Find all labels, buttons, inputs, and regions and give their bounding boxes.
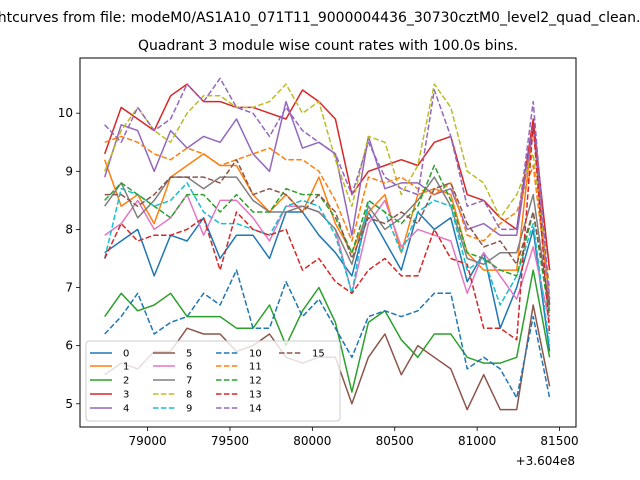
series-line-0	[104, 211, 551, 352]
legend-label-7: 7	[186, 376, 192, 387]
chart-title: Quadrant 3 module wise count rates with …	[138, 38, 518, 54]
y-tick-label: 6	[65, 339, 73, 353]
series-line-8	[104, 83, 551, 288]
legend-label-5: 5	[186, 349, 192, 360]
legend-label-1: 1	[123, 362, 129, 373]
legend-label-14: 14	[249, 404, 262, 415]
legend-label-9: 9	[186, 404, 192, 415]
series-line-12	[104, 164, 551, 317]
x-tick-label: 81500	[540, 434, 578, 448]
series-line-3	[103, 83, 551, 271]
legend-label-3: 3	[123, 390, 129, 401]
x-tick-label: 79000	[128, 434, 166, 448]
y-tick-label: 5	[65, 397, 73, 411]
legend-label-15: 15	[312, 349, 325, 360]
y-tick-label: 10	[58, 106, 73, 120]
x-tick-label: 80000	[293, 434, 331, 448]
series-line-2	[104, 269, 551, 393]
legend-label-8: 8	[186, 390, 192, 401]
y-tick-label: 7	[65, 281, 73, 295]
legend-label-2: 2	[123, 376, 129, 387]
series-line-13	[104, 124, 551, 341]
series-line-14	[104, 77, 551, 300]
legend-label-10: 10	[249, 349, 262, 360]
series-line-11	[104, 135, 551, 300]
legend-label-12: 12	[249, 376, 262, 387]
y-tick-label: 9	[65, 164, 73, 178]
series-line-10	[104, 269, 551, 399]
legend-label-13: 13	[249, 390, 262, 401]
legend-box	[85, 340, 341, 422]
legend-label-11: 11	[249, 362, 262, 373]
legend-label-0: 0	[123, 349, 129, 360]
series-line-1	[103, 124, 551, 271]
legend-label-6: 6	[186, 362, 192, 373]
x-tick-label: 79500	[211, 434, 249, 448]
x-offset-label: +3.604e8	[516, 454, 575, 468]
plot-frame	[79, 57, 577, 428]
series-line-9	[103, 182, 551, 346]
y-tick-label: 8	[65, 222, 73, 236]
legend-label-4: 4	[123, 404, 129, 415]
x-tick-label: 81000	[458, 434, 496, 448]
series-line-15	[104, 158, 551, 306]
x-tick-label: 80500	[376, 434, 414, 448]
chart-suptitle: Lightcurves from file: modeM0/AS1A10_071…	[0, 10, 640, 26]
